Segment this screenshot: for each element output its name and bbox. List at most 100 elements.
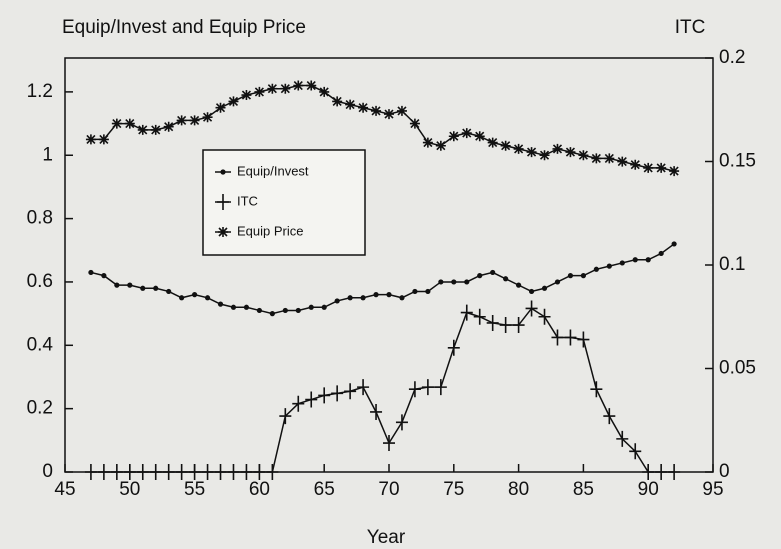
marker-dot <box>386 292 392 298</box>
marker-dot <box>451 279 457 285</box>
series-line <box>90 307 675 473</box>
x-tick-label: 45 <box>54 479 75 500</box>
marker-star <box>150 124 161 135</box>
marker-plus <box>318 387 331 404</box>
marker-star <box>422 137 433 148</box>
y-tick-label: 0.4 <box>27 334 54 355</box>
marker-star <box>669 166 680 177</box>
x-tick-label: 55 <box>184 479 205 500</box>
marker-plus <box>214 464 227 480</box>
marker-plus <box>97 464 110 480</box>
x-tick-label: 50 <box>119 479 140 500</box>
marker-plus <box>616 430 629 447</box>
marker-dot <box>593 266 599 272</box>
marker-plus <box>434 379 447 396</box>
marker-star <box>332 96 343 107</box>
x-axis-label: Year <box>367 527 406 548</box>
y2-tick-label: 0.1 <box>719 254 745 275</box>
marker-dot <box>256 307 262 314</box>
marker-dot <box>503 276 509 282</box>
marker-plus <box>344 383 357 400</box>
x-tick-label: 85 <box>573 479 594 500</box>
marker-plus <box>603 408 616 425</box>
marker-dot <box>606 263 612 269</box>
legend-label: ITC <box>237 193 258 208</box>
marker-star <box>85 134 96 145</box>
marker-dot <box>671 241 677 247</box>
x-tick-label: 95 <box>702 479 723 500</box>
marker-dot <box>166 288 172 295</box>
marker-plus <box>136 464 149 480</box>
marker-dot <box>295 307 301 314</box>
marker-star <box>396 105 407 116</box>
y2-tick-label: 0.15 <box>719 151 756 172</box>
marker-star <box>267 83 278 94</box>
x-tick-label: 70 <box>378 479 399 500</box>
marker-dot <box>464 279 470 285</box>
marker-dot <box>490 269 496 276</box>
marker-dot <box>658 250 664 257</box>
marker-star <box>371 105 382 116</box>
marker-plus <box>551 329 564 346</box>
marker-dot <box>632 257 638 263</box>
marker-plus <box>473 308 486 325</box>
x-tick-label: 90 <box>638 479 659 500</box>
marker-star <box>111 118 122 129</box>
marker-star <box>241 90 252 101</box>
marker-plus <box>217 194 229 210</box>
marker-star <box>591 153 602 164</box>
marker-dot <box>321 304 327 310</box>
marker-star <box>500 140 511 151</box>
marker-plus <box>408 381 421 398</box>
marker-star <box>319 86 330 97</box>
marker-star <box>435 140 446 151</box>
marker-star <box>280 83 291 94</box>
marker-star <box>617 156 628 167</box>
marker-plus <box>525 300 538 317</box>
marker-plus <box>253 464 266 480</box>
marker-plus <box>668 464 681 480</box>
marker-star <box>345 99 356 110</box>
marker-plus <box>175 464 188 480</box>
marker-plus <box>266 464 279 480</box>
marker-plus <box>512 317 525 334</box>
marker-star <box>228 96 239 107</box>
marker-dot <box>114 282 120 288</box>
marker-dot <box>127 282 133 288</box>
marker-plus <box>421 379 434 396</box>
marker-plus <box>564 329 577 346</box>
marker-plus <box>460 304 473 321</box>
marker-plus <box>447 339 460 356</box>
y-tick-label: 1 <box>42 144 53 165</box>
marker-plus <box>123 464 136 480</box>
marker-plus <box>162 464 175 480</box>
series-line <box>90 243 675 315</box>
marker-dot <box>243 304 250 310</box>
marker-plus <box>110 464 123 480</box>
marker-dot <box>399 295 405 301</box>
marker-star <box>254 86 265 97</box>
marker-dot <box>204 295 211 301</box>
marker-dot <box>308 304 314 310</box>
marker-dot <box>140 285 146 291</box>
marker-plus <box>486 314 499 331</box>
marker-dot <box>567 273 574 279</box>
marker-plus <box>305 391 318 408</box>
x-tick-label: 65 <box>314 479 335 500</box>
marker-star <box>539 150 550 161</box>
y-tick-label: 0.2 <box>27 398 53 419</box>
y2-tick-label: 0.2 <box>719 47 745 68</box>
marker-star <box>656 162 667 173</box>
marker-dot <box>220 169 226 175</box>
y-tick-label: 1.2 <box>27 81 53 102</box>
marker-star <box>526 147 537 158</box>
y2-tick-label: 0 <box>719 461 730 482</box>
marker-star <box>137 124 148 135</box>
marker-star <box>409 118 420 129</box>
y-tick-label: 0.6 <box>27 271 53 292</box>
marker-plus <box>84 464 97 480</box>
marker-star <box>604 153 615 164</box>
y2-axis-label: ITC <box>675 17 706 38</box>
